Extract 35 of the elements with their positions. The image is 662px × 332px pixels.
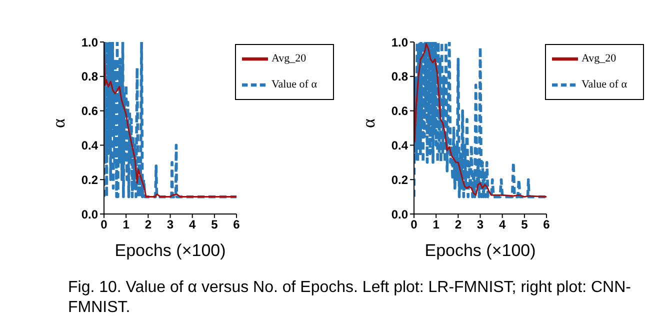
x-tick-label: 5 xyxy=(521,218,528,232)
x-tick-label: 4 xyxy=(189,218,196,232)
x-tick-label: 6 xyxy=(543,218,550,232)
x-tick-label: 2 xyxy=(144,218,152,232)
caption: Fig. 10. Value of α versus No. of Epochs. Left plot: LR-FMNIST; right plot: CNN-FMNIST. xyxy=(67,278,632,318)
x-tick-label: 0 xyxy=(410,218,418,232)
y-axis-title: α xyxy=(358,118,378,128)
x-tick-label: 0 xyxy=(100,218,108,232)
y-axis-title: α xyxy=(48,118,68,128)
x-axis-title: Epochs (×100) xyxy=(114,241,226,260)
y-tick-label: 0.2 xyxy=(391,172,408,187)
legend-label: Avg_20 xyxy=(582,52,616,65)
y-tick-label: 0.0 xyxy=(81,207,98,222)
legend-label: Value of α xyxy=(272,78,317,91)
x-tick-label: 6 xyxy=(233,218,240,232)
y-tick-label: 0.4 xyxy=(391,138,408,152)
x-tick-label: 3 xyxy=(476,218,484,232)
y-tick-label: 0.4 xyxy=(81,138,98,152)
legend-label: Avg_20 xyxy=(272,52,306,65)
x-tick-label: 1 xyxy=(122,218,130,232)
y-tick-label: 1.0 xyxy=(391,35,408,50)
y-tick-label: 0.0 xyxy=(391,207,408,222)
x-tick-label: 1 xyxy=(432,218,440,232)
y-tick-label: 0.2 xyxy=(81,172,98,187)
y-tick-label: 0.6 xyxy=(81,104,98,118)
x-tick-label: 2 xyxy=(454,218,462,232)
x-tick-label: 4 xyxy=(499,218,506,232)
y-tick-label: 0.6 xyxy=(391,104,408,118)
y-tick-label: 0.8 xyxy=(391,70,408,84)
y-tick-label: 1.0 xyxy=(81,35,98,50)
x-tick-label: 3 xyxy=(166,218,174,232)
y-tick-label: 0.8 xyxy=(81,70,98,84)
legend-label: Value of α xyxy=(582,78,627,91)
x-axis-title: Epochs (×100) xyxy=(424,241,536,260)
x-tick-label: 5 xyxy=(211,218,218,232)
